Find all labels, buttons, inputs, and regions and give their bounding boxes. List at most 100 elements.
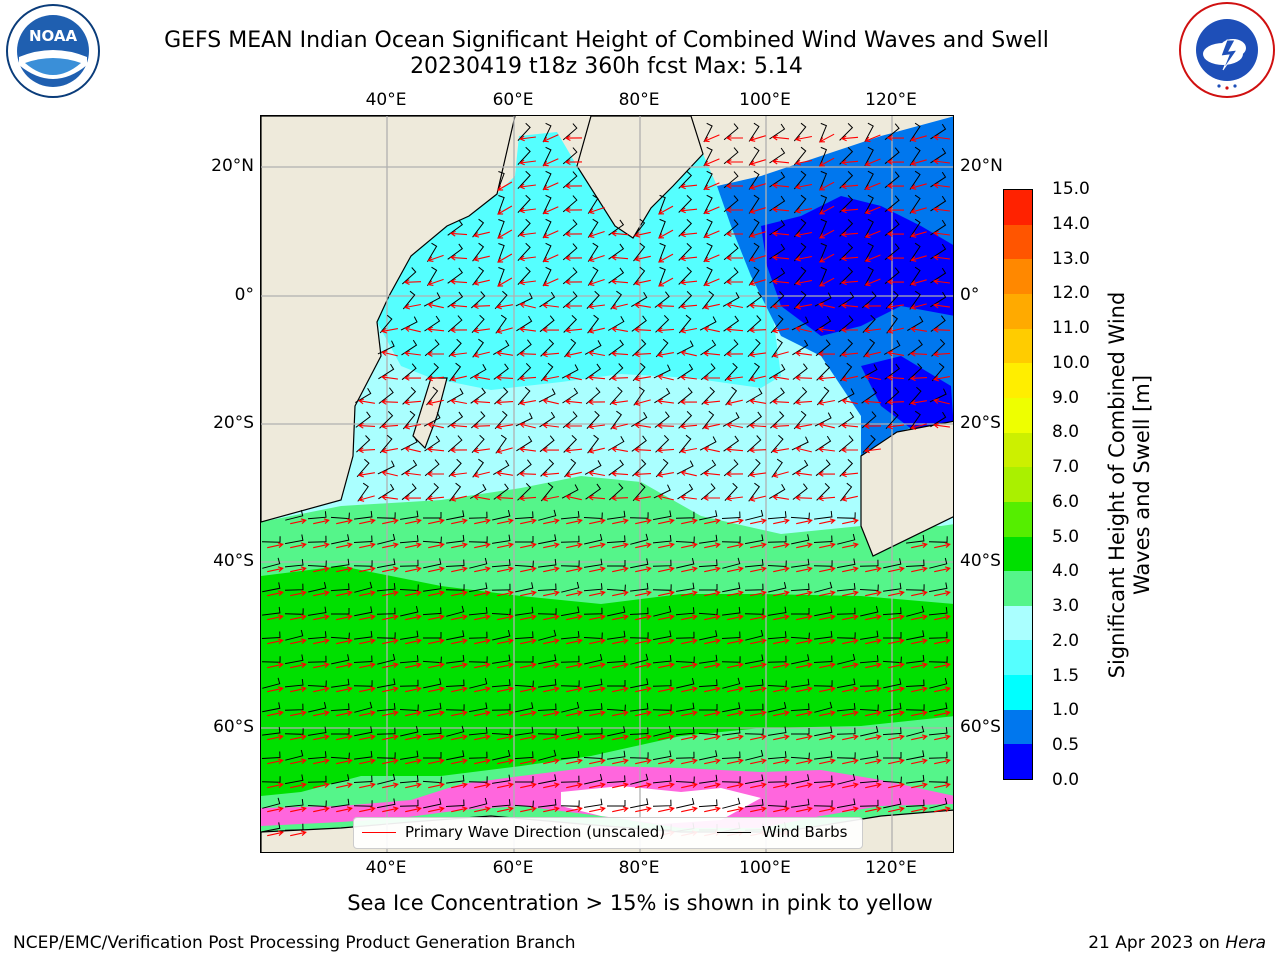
wave-direction-arrow [704,806,721,813]
wind-barb [562,243,578,261]
wave-direction-arrow [404,446,421,453]
wave-direction-arrow [658,542,675,549]
wind-barb [864,266,874,287]
wave-direction-arrow [749,495,766,502]
wind-barb [353,800,373,807]
wind-barb [860,750,879,760]
wind-barb [652,559,672,567]
wave-direction-arrow [543,782,560,789]
wind-barb [515,606,534,616]
wave-direction-arrow [727,734,744,741]
wave-direction-arrow [819,542,836,549]
wave-direction-arrow [725,159,743,165]
wind-barb [744,703,764,711]
wave-direction-arrow [681,518,698,525]
wave-direction-arrow [633,375,651,382]
wind-barb [722,677,741,689]
wind-barb [678,411,693,429]
wave-direction-arrow [612,734,629,741]
wind-barb [908,363,923,381]
wave-direction-arrow [750,542,767,549]
wave-direction-arrow [886,231,905,237]
wind-barb [376,752,396,759]
wave-band-bay [861,356,953,446]
wave-direction-arrow [910,159,927,166]
wave-direction-arrow [426,326,445,333]
wind-barb [839,339,854,357]
wave-direction-arrow [520,638,537,645]
land-africa [261,116,516,523]
wind-barb [560,560,580,567]
lat-tick-left-eq: 0° [234,285,254,305]
wind-barb [770,291,785,309]
wave-direction-arrow [359,638,376,645]
wind-barb [587,194,599,214]
wave-direction-arrow [842,566,859,573]
wind-barb [425,483,440,501]
figure-title: GEFS MEAN Indian Ocean Significant Heigh… [164,28,1049,53]
wave-direction-arrow [911,542,928,549]
wind-barb [470,411,486,429]
wave-direction-arrow [842,734,859,741]
wave-direction-arrow [610,326,628,333]
wind-barb [678,267,693,285]
wave-direction-arrow [656,423,675,429]
wave-direction-arrow [588,230,605,238]
wind-barb [632,482,646,502]
wind-barb [587,266,599,286]
wave-direction-arrow [932,375,950,382]
wave-direction-arrow [336,614,353,621]
wind-barb [813,535,833,543]
wave-direction-arrow [771,327,789,334]
wave-direction-arrow [771,182,790,189]
lon-tick-top-40e: 40°E [365,90,407,110]
wave-direction-arrow [886,279,905,285]
wind-barb [494,410,508,430]
wave-direction-arrow [518,399,536,406]
wind-barb [402,290,416,310]
wave-direction-arrow [888,782,905,789]
wind-barb [883,558,902,569]
wave-direction-arrow [703,182,720,191]
wind-barb [261,631,281,639]
wave-direction-arrow [451,566,468,573]
wave-direction-arrow [405,590,422,597]
wind-barb [722,606,741,616]
wave-direction-arrow [382,806,399,813]
wave-direction-arrow [359,782,376,789]
wind-barb [839,267,854,285]
wind-barb [791,654,810,665]
wind-barb [468,631,488,639]
wave-direction-arrow [403,375,422,381]
wave-direction-arrow [657,277,674,287]
wave-direction-arrow [863,303,882,309]
wind-barb [470,387,486,404]
wave-direction-arrow [703,326,720,333]
map-panel [260,115,954,853]
wind-barb [608,219,625,236]
wind-barb [422,727,442,736]
wind-barb [768,726,787,736]
wind-barb [539,435,555,453]
wave-direction-arrow [497,662,514,669]
wind-barb [860,605,879,617]
wind-barb [400,725,419,737]
wave-direction-arrow [589,566,606,573]
wave-direction-arrow [796,542,813,549]
wind-barb [402,410,416,430]
wave-direction-arrow [290,758,307,765]
wave-direction-arrow [610,254,629,261]
wave-direction-arrow [773,614,790,621]
wave-direction-arrow [519,422,536,429]
wind-barb [860,630,879,640]
wind-barb [497,267,505,287]
wave-direction-arrow [313,686,330,693]
wave-direction-arrow [382,566,399,573]
wind-barb [723,171,739,189]
wave-direction-arrow [405,782,422,789]
wind-barb [537,608,557,615]
lon-tick-bottom-40e: 40°E [365,858,407,878]
wave-direction-arrow [495,470,513,477]
wave-direction-arrow [520,758,537,765]
wind-barb [699,584,718,591]
